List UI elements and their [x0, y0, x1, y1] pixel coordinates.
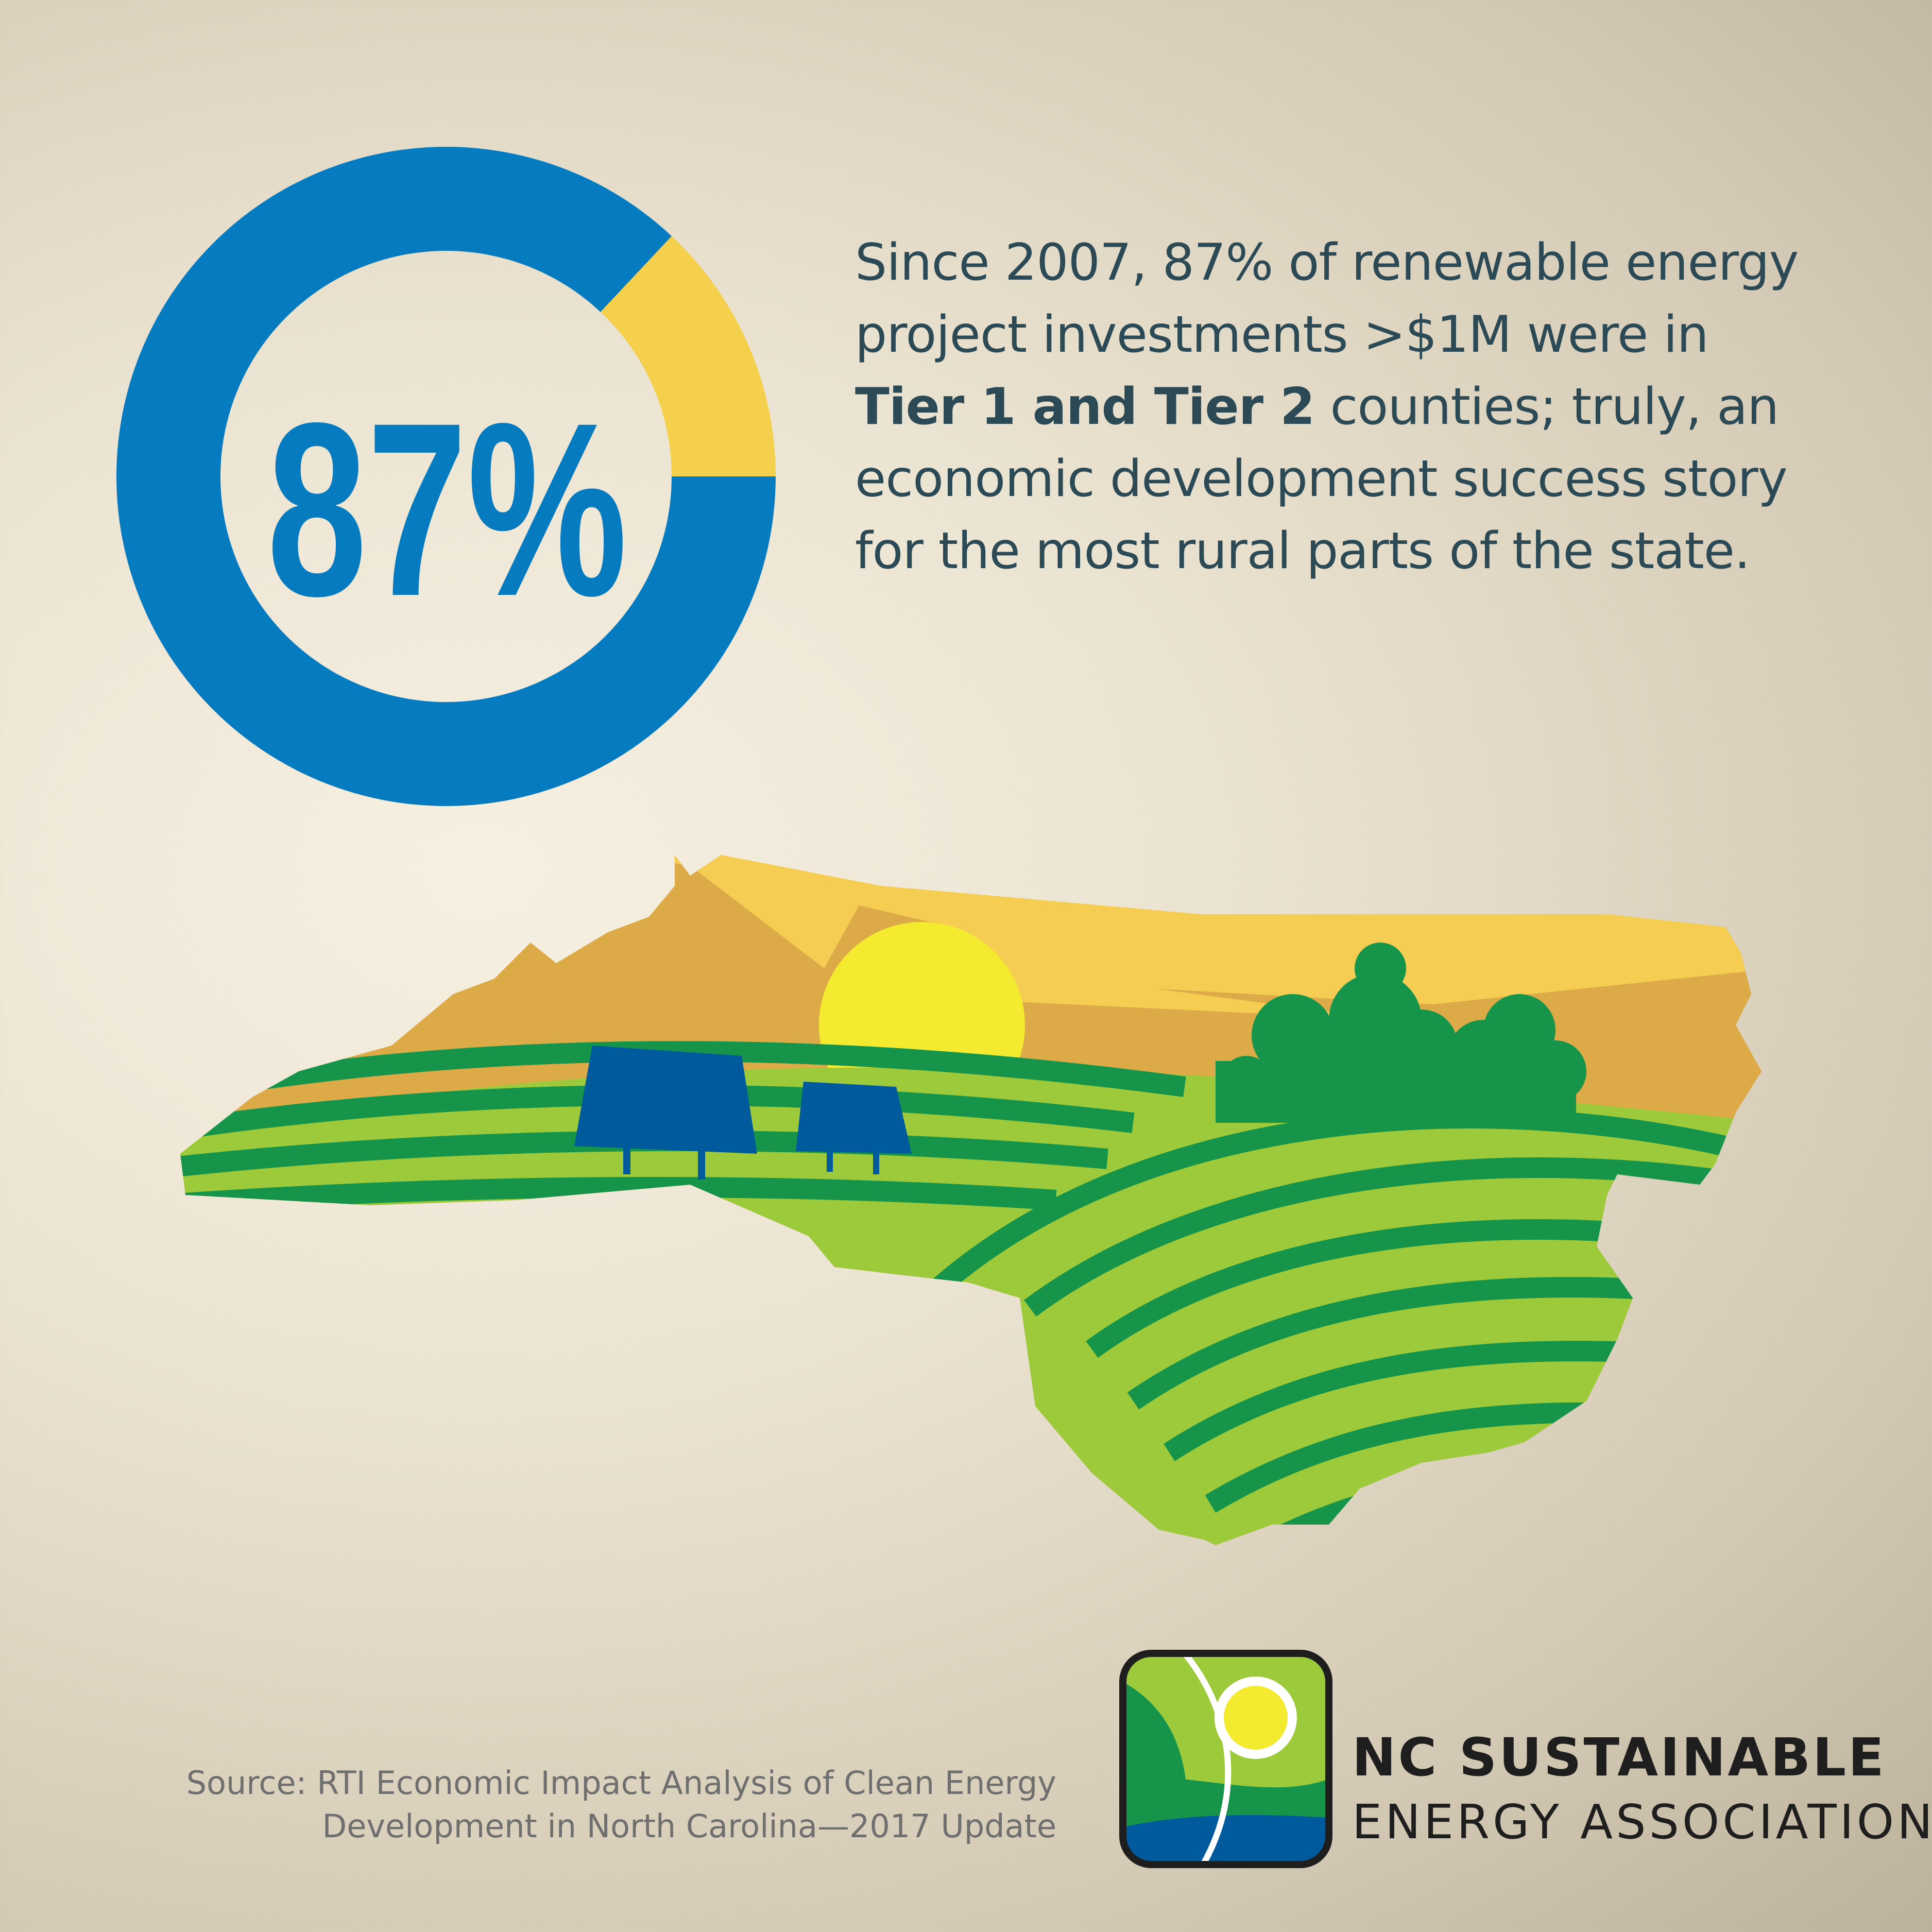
headline-line-3: Tier 1 and Tier 2 counties; truly, an: [855, 371, 1880, 443]
headline-bold-tiers: Tier 1 and Tier 2: [855, 378, 1315, 436]
ncsea-logo-icon: [1119, 1650, 1332, 1868]
headline-line-1: Since 2007, 87% of renewable energy: [855, 233, 1799, 292]
headline-line-3-rest: counties; truly, an: [1314, 378, 1780, 436]
headline-line-2: project investments >$1M were in: [855, 305, 1709, 364]
tree-cluster: [1216, 943, 1586, 1123]
nc-state-shape: [180, 855, 1762, 1545]
headline-line-5: for the most rural parts of the state.: [855, 522, 1750, 580]
org-name-line-1: NC SUSTAINABLE: [1352, 1727, 1886, 1788]
donut-chart: 87%: [116, 147, 776, 806]
solar-panel-icon: [574, 1046, 757, 1179]
donut-slices: [116, 147, 776, 806]
solar-panel-icon-small: [796, 1082, 912, 1174]
donut-center-label: 87%: [267, 371, 627, 647]
source-line-1: Source: RTI Economic Impact Analysis of …: [186, 1764, 1056, 1802]
donut-slice-1: [600, 236, 776, 476]
donut-slice-0: [116, 147, 776, 806]
source-note: Source: RTI Economic Impact Analysis of …: [186, 1762, 1056, 1848]
headline-text: Since 2007, 87% of renewable energy proj…: [855, 227, 1880, 587]
org-name: NC SUSTAINABLE ENERGY ASSOCIATION: [1352, 1725, 1932, 1854]
org-name-line-2: ENERGY ASSOCIATION: [1352, 1794, 1932, 1850]
headline-line-4: economic development success story: [855, 450, 1788, 508]
source-line-2: Development in North Carolina—2017 Updat…: [322, 1807, 1056, 1845]
